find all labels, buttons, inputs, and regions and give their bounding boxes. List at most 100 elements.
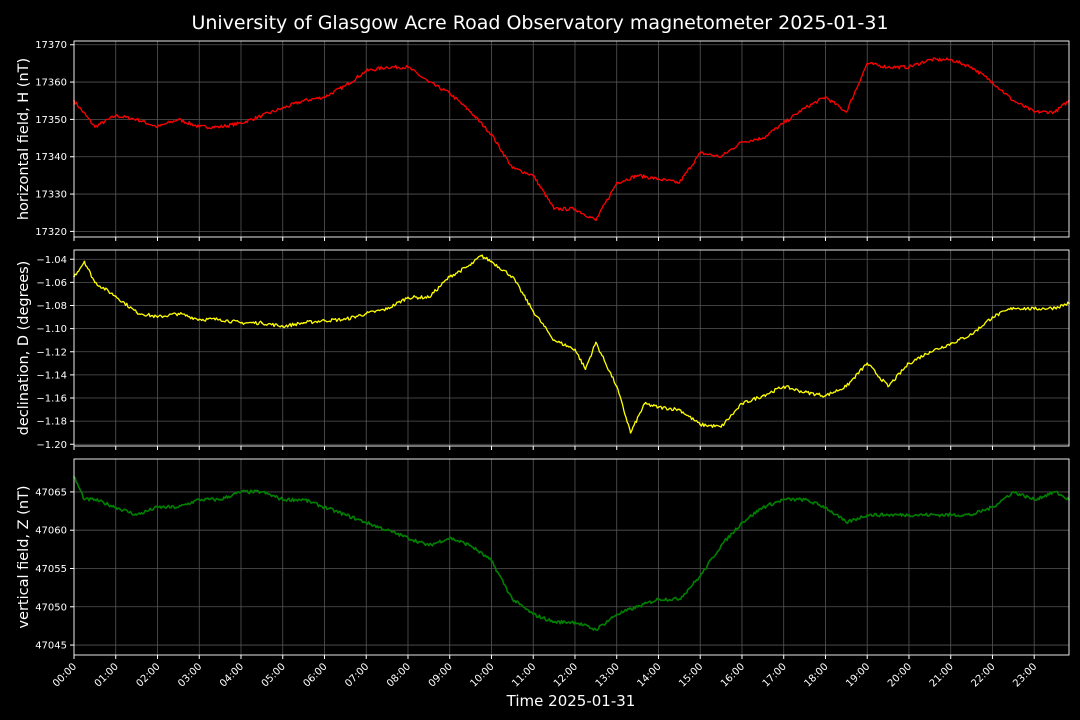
data-point-1-7 bbox=[219, 125, 222, 128]
data-point-3-31 bbox=[699, 575, 702, 578]
data-point-3-19 bbox=[448, 536, 451, 539]
data-point-3-30 bbox=[678, 598, 681, 601]
xtick-label-23: 23:00 bbox=[1011, 661, 1039, 689]
data-point-3-11 bbox=[281, 498, 284, 501]
data-point-1-17 bbox=[427, 81, 430, 83]
ytick-label-2-7: −1.06 bbox=[36, 278, 67, 289]
data-point-1-47 bbox=[1054, 111, 1056, 113]
xtick-label-2: 02:00 bbox=[134, 661, 162, 689]
data-point-1-35 bbox=[803, 107, 806, 110]
data-point-3-21 bbox=[490, 559, 493, 562]
data-point-1-33 bbox=[761, 137, 764, 139]
data-point-3-39 bbox=[866, 513, 869, 516]
data-point-1-40 bbox=[908, 66, 910, 69]
data-point-2-20 bbox=[469, 264, 472, 266]
data-point-1-2 bbox=[114, 114, 117, 117]
data-point-3-6 bbox=[177, 506, 180, 509]
series-line-3 bbox=[73, 476, 1070, 632]
data-point-2-13 bbox=[323, 319, 326, 322]
data-point-2-24 bbox=[532, 310, 535, 313]
data-point-1-37 bbox=[845, 111, 848, 113]
data-point-1-29 bbox=[678, 181, 681, 184]
data-point-2-8 bbox=[219, 318, 222, 321]
xtick-label-1: 01:00 bbox=[93, 661, 121, 689]
ytick-label-1-1: 17330 bbox=[35, 190, 67, 201]
data-point-1-1 bbox=[93, 125, 96, 128]
data-point-1-24 bbox=[574, 208, 576, 210]
data-point-3-27 bbox=[615, 613, 618, 616]
xtick-label-13: 13:00 bbox=[594, 661, 622, 689]
data-point-3-10 bbox=[260, 491, 263, 493]
ytick-label-1-3: 17350 bbox=[35, 115, 67, 126]
data-point-3-44 bbox=[970, 513, 973, 516]
data-point-3-7 bbox=[198, 498, 201, 501]
data-point-1-42 bbox=[949, 58, 952, 61]
data-point-1-19 bbox=[469, 111, 472, 113]
data-point-2-21 bbox=[480, 254, 482, 257]
data-point-1-14 bbox=[365, 69, 368, 72]
data-point-1-16 bbox=[407, 66, 409, 69]
data-point-3-1 bbox=[83, 498, 86, 501]
y-axis-label-3: vertical field, Z (nT) bbox=[16, 485, 32, 628]
data-point-1-8 bbox=[240, 122, 242, 125]
panel-frame-3 bbox=[73, 458, 1070, 656]
figure-title: University of Glasgow Acre Road Observat… bbox=[191, 12, 888, 34]
ytick-label-1-0: 17320 bbox=[35, 227, 67, 238]
data-point-1-4 bbox=[156, 125, 159, 128]
ytick-label-2-8: −1.04 bbox=[36, 255, 67, 266]
data-point-3-46 bbox=[1012, 491, 1015, 493]
data-point-2-25 bbox=[553, 339, 556, 342]
data-point-2-33 bbox=[678, 408, 681, 411]
data-point-3-17 bbox=[407, 536, 409, 539]
data-point-1-32 bbox=[741, 140, 743, 143]
data-point-3-24 bbox=[553, 621, 556, 623]
ytick-label-3-1: 47050 bbox=[35, 602, 67, 613]
data-point-2-16 bbox=[386, 308, 389, 310]
data-point-3-34 bbox=[761, 506, 764, 509]
data-point-1-15 bbox=[386, 66, 389, 69]
data-point-1-41 bbox=[928, 58, 931, 61]
data-point-2-19 bbox=[448, 275, 451, 278]
xtick-label-19: 19:00 bbox=[844, 661, 872, 689]
panel-frame-2 bbox=[73, 249, 1070, 447]
data-point-2-42 bbox=[866, 362, 869, 365]
xtick-label-0: 00:00 bbox=[51, 661, 79, 689]
ytick-label-3-4: 47065 bbox=[35, 487, 67, 498]
data-point-1-25 bbox=[594, 219, 597, 222]
xtick-label-5: 05:00 bbox=[260, 661, 288, 689]
xtick-label-11: 11:00 bbox=[510, 661, 538, 689]
data-point-2-10 bbox=[260, 321, 263, 324]
xtick-label-14: 14:00 bbox=[635, 661, 663, 689]
panel-frame-1 bbox=[73, 40, 1070, 238]
data-point-3-32 bbox=[720, 544, 722, 547]
ytick-label-1-2: 17340 bbox=[35, 152, 67, 163]
data-point-3-29 bbox=[657, 598, 660, 601]
data-point-3-12 bbox=[302, 498, 305, 501]
data-point-1-43 bbox=[970, 66, 973, 69]
xtick-label-21: 21:00 bbox=[928, 661, 956, 689]
data-point-2-49 bbox=[1012, 306, 1015, 309]
data-point-3-41 bbox=[908, 513, 910, 516]
xtick-label-6: 06:00 bbox=[301, 661, 329, 689]
ytick-label-2-3: −1.14 bbox=[36, 370, 67, 381]
data-point-1-23 bbox=[553, 208, 556, 210]
xtick-label-8: 08:00 bbox=[385, 661, 413, 689]
data-point-1-28 bbox=[657, 178, 660, 181]
panel-1: 17320 17330 17340 17350 17360 17370horizontal… bbox=[16, 40, 1070, 241]
data-point-2-34 bbox=[699, 423, 702, 426]
data-point-1-31 bbox=[720, 155, 722, 158]
data-point-2-46 bbox=[949, 342, 952, 345]
data-point-3-8 bbox=[219, 498, 222, 501]
data-point-2-50 bbox=[1033, 308, 1036, 310]
x-tick-labels: 00:00 01:00 02:00 03:00 04:00 05:00 06:00 07:00… bbox=[51, 661, 1039, 689]
xtick-label-10: 10:00 bbox=[468, 661, 496, 689]
ytick-label-2-6: −1.08 bbox=[36, 301, 67, 312]
xtick-label-16: 16:00 bbox=[719, 661, 747, 689]
data-point-3-45 bbox=[991, 506, 994, 509]
ytick-label-2-1: −1.18 bbox=[36, 417, 67, 428]
data-point-2-44 bbox=[908, 362, 910, 365]
data-point-1-30 bbox=[699, 152, 702, 154]
data-point-3-22 bbox=[511, 598, 514, 601]
data-point-2-48 bbox=[991, 316, 994, 318]
